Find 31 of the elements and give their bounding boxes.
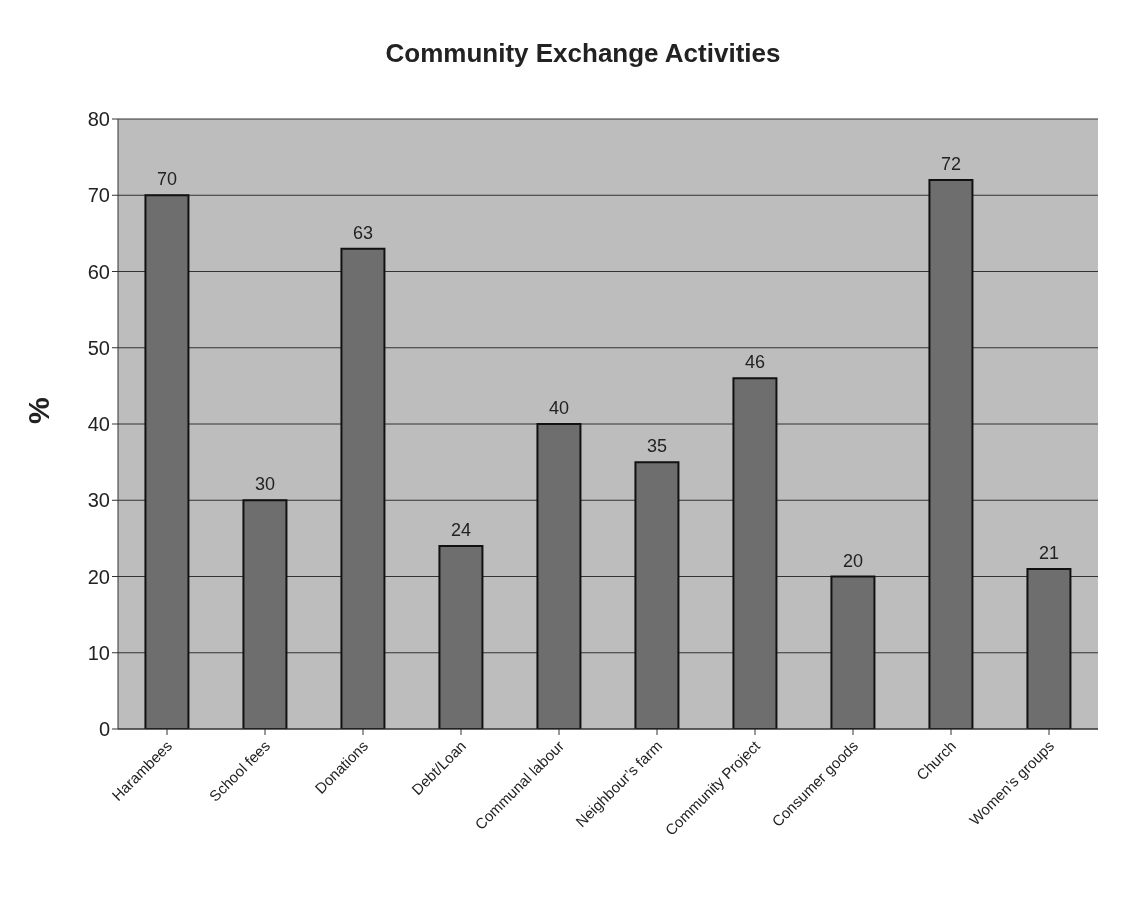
y-tick-label: 0 xyxy=(98,718,110,741)
bar xyxy=(242,499,288,729)
y-tick-label: 20 xyxy=(87,565,110,588)
bar xyxy=(340,247,386,729)
y-tick-label: 60 xyxy=(87,260,110,283)
bar xyxy=(732,377,778,729)
data-label: 70 xyxy=(156,169,177,190)
data-label: 72 xyxy=(940,154,961,174)
y-tick-label: 50 xyxy=(87,336,110,359)
bar xyxy=(830,575,876,729)
data-label: 35 xyxy=(646,436,667,457)
data-label: 20 xyxy=(842,550,863,571)
y-tick-label: 40 xyxy=(87,413,110,436)
bar xyxy=(536,423,582,729)
data-label: 24 xyxy=(450,520,471,540)
chart-title: Community Exchange Activities xyxy=(384,37,782,69)
y-tick-label: 10 xyxy=(87,641,110,664)
data-label: 40 xyxy=(548,398,569,418)
data-label: 30 xyxy=(254,474,275,495)
y-axis-title: % xyxy=(21,397,55,424)
bar xyxy=(144,194,190,729)
data-label: 63 xyxy=(352,222,373,243)
y-tick-label: 70 xyxy=(87,184,110,207)
bar xyxy=(438,545,484,729)
bar xyxy=(1026,567,1072,729)
y-tick-label: 80 xyxy=(87,108,110,131)
data-label: 21 xyxy=(1038,542,1059,563)
bar xyxy=(634,461,680,729)
data-label: 46 xyxy=(744,352,765,373)
bar xyxy=(928,179,974,729)
y-tick-label: 30 xyxy=(87,489,110,512)
